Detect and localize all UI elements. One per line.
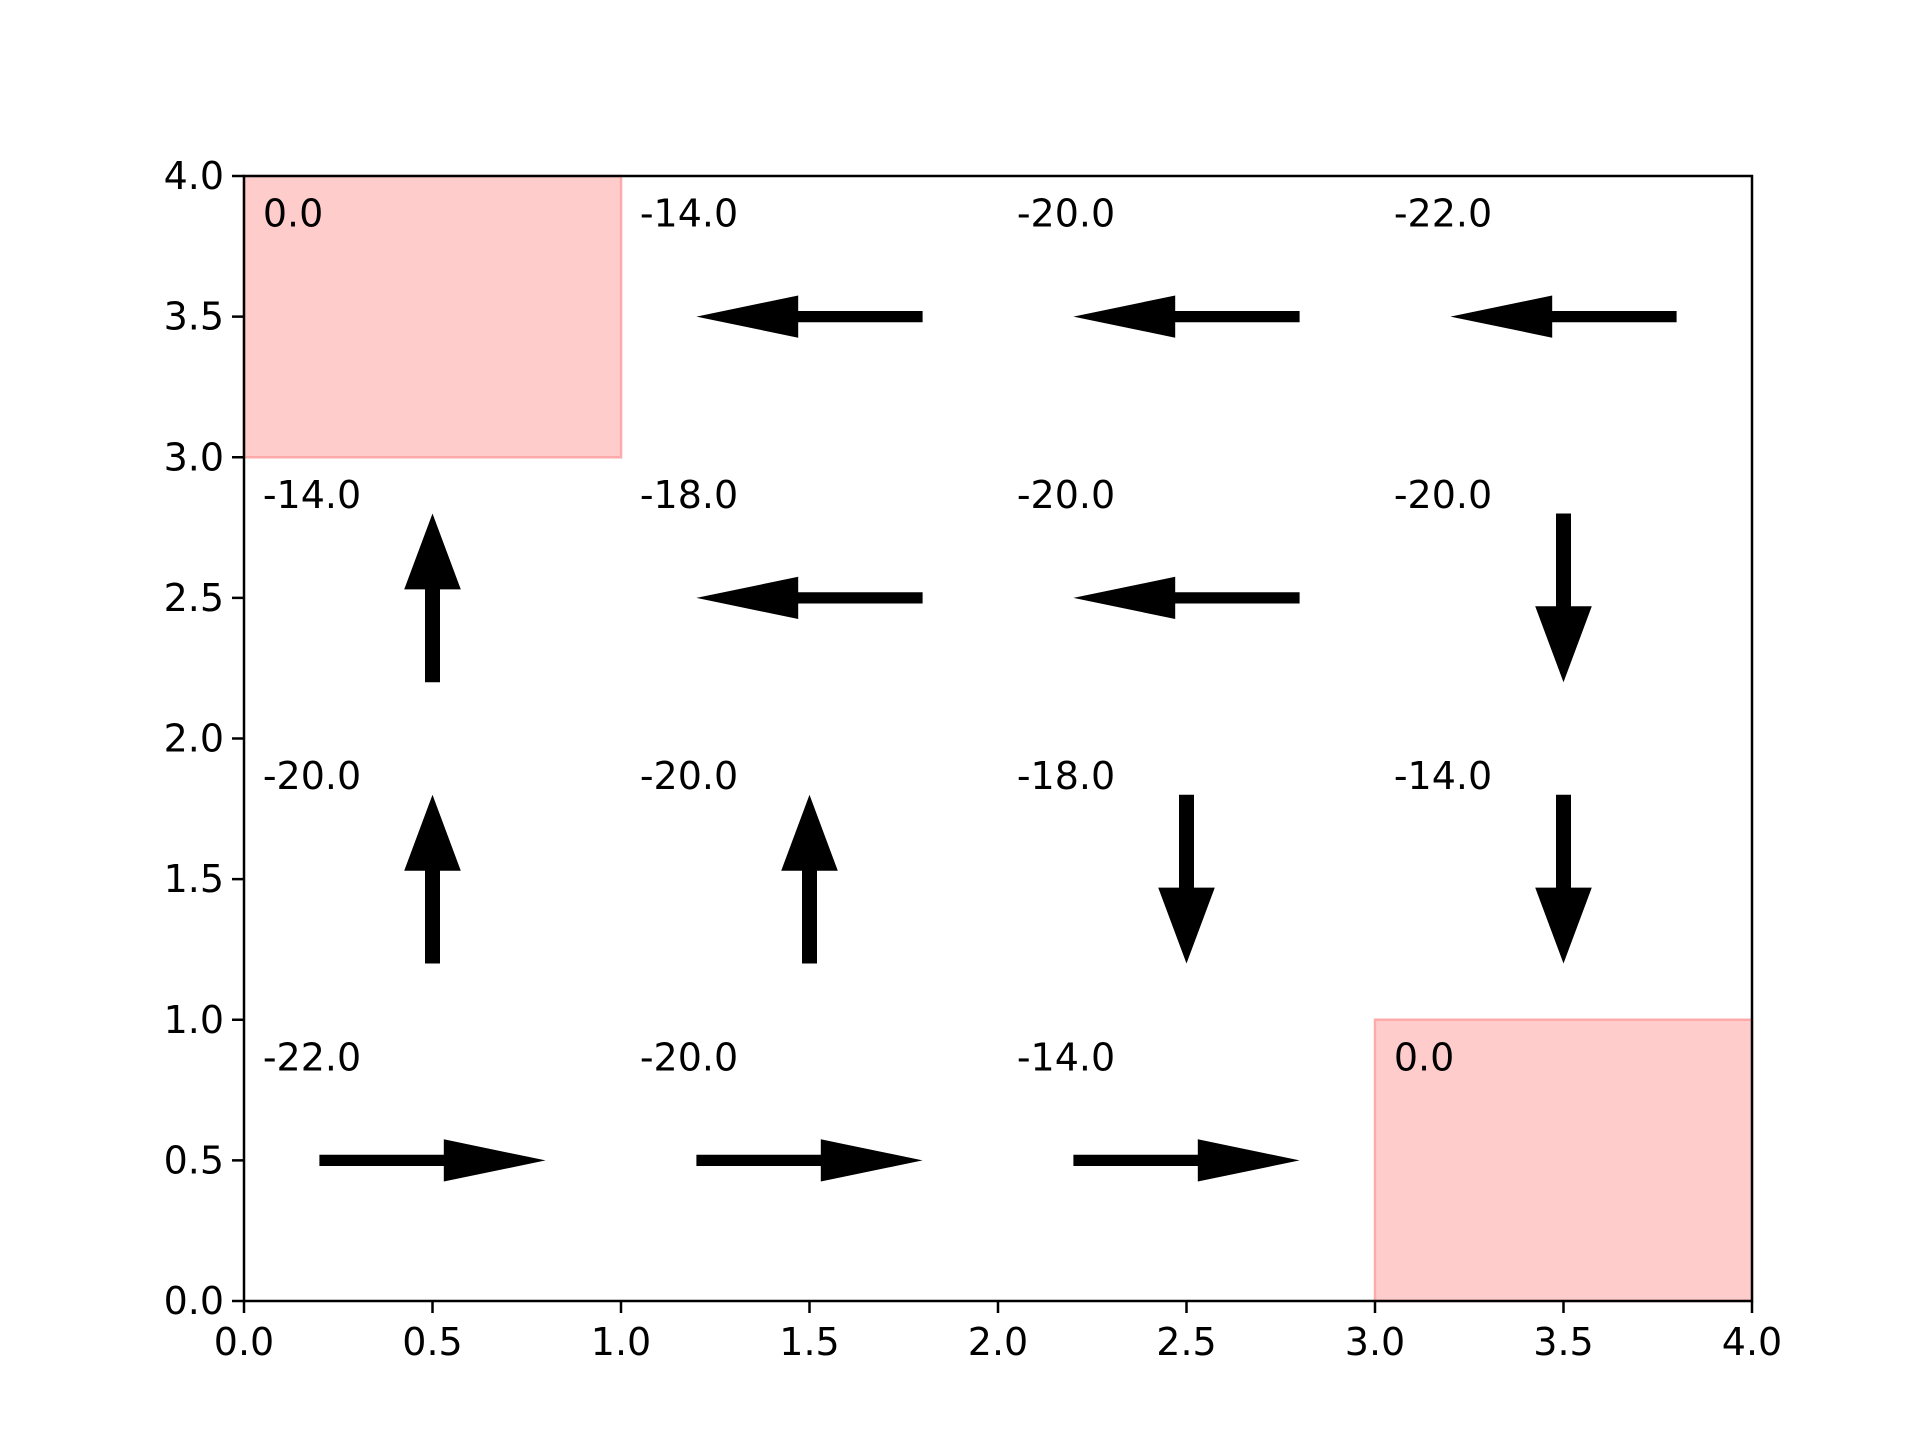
x-tick-label: 0.0 [214, 1320, 274, 1364]
cell-value-label: 0.0 [263, 192, 323, 236]
policy-arrow-left [1450, 295, 1677, 338]
y-tick-label: 1.5 [164, 857, 224, 901]
policy-arrow-right [319, 1139, 546, 1182]
policy-arrow-up [404, 794, 461, 964]
policy-arrow-left [696, 576, 923, 619]
arrows-layer [319, 295, 1677, 1182]
cell-value-label: -18.0 [1017, 754, 1115, 798]
policy-arrow-down [1535, 513, 1592, 683]
x-tick-label: 1.0 [591, 1320, 651, 1364]
cell-value-label: -20.0 [640, 754, 738, 798]
cell-value-label: -18.0 [640, 473, 738, 517]
x-tick-label: 3.0 [1345, 1320, 1405, 1364]
policy-arrow-up [404, 513, 461, 683]
y-tick-label: 2.0 [164, 717, 224, 761]
y-tick-label: 3.5 [164, 295, 224, 339]
cell-value-label: -20.0 [263, 754, 361, 798]
x-axis: 0.0 0.5 1.0 1.5 2.0 2.5 3.0 3.5 4.0 [214, 1301, 1782, 1364]
y-axis: 0.0 0.5 1.0 1.5 2.0 2.5 3.0 3.5 4.0 [164, 154, 244, 1323]
cell-value-label: -14.0 [1394, 754, 1492, 798]
y-tick-label: 0.0 [164, 1279, 224, 1323]
policy-arrow-up [781, 794, 838, 964]
x-tick-label: 2.5 [1156, 1320, 1216, 1364]
terminal-cell [242, 174, 623, 459]
cell-value-label: 0.0 [1394, 1035, 1454, 1079]
cell-value-label: -22.0 [1394, 192, 1492, 236]
y-tick-label: 3.0 [164, 435, 224, 479]
cell-value-label: -20.0 [1017, 192, 1115, 236]
policy-arrow-left [1073, 576, 1300, 619]
policy-arrow-right [1073, 1139, 1300, 1182]
x-tick-label: 1.5 [779, 1320, 839, 1364]
x-tick-label: 3.5 [1533, 1320, 1593, 1364]
x-tick-label: 2.0 [968, 1320, 1028, 1364]
policy-arrow-down [1158, 794, 1215, 964]
cell-value-label: -14.0 [640, 192, 738, 236]
cell-value-label: -20.0 [640, 1035, 738, 1079]
x-tick-label: 4.0 [1722, 1320, 1782, 1364]
x-tick-label: 0.5 [402, 1320, 462, 1364]
cell-value-label: -14.0 [1017, 1035, 1115, 1079]
y-tick-label: 2.5 [164, 576, 224, 620]
y-tick-label: 0.5 [164, 1138, 224, 1182]
cells-layer [242, 174, 1754, 1303]
y-tick-label: 1.0 [164, 998, 224, 1042]
policy-arrow-down [1535, 794, 1592, 964]
cell-value-label: -22.0 [263, 1035, 361, 1079]
policy-arrow-left [1073, 295, 1300, 338]
cell-value-label: -14.0 [263, 473, 361, 517]
terminal-cell [1373, 1018, 1754, 1303]
policy-arrow-right [696, 1139, 923, 1182]
policy-arrow-left [696, 295, 923, 338]
value-labels-layer: 0.0 -14.0 -20.0 -22.0 -14.0 -18.0 -20.0 -20.0 -2… [263, 192, 1492, 1080]
y-tick-label: 4.0 [164, 154, 224, 198]
cell-value-label: -20.0 [1394, 473, 1492, 517]
cell-value-label: -20.0 [1017, 473, 1115, 517]
